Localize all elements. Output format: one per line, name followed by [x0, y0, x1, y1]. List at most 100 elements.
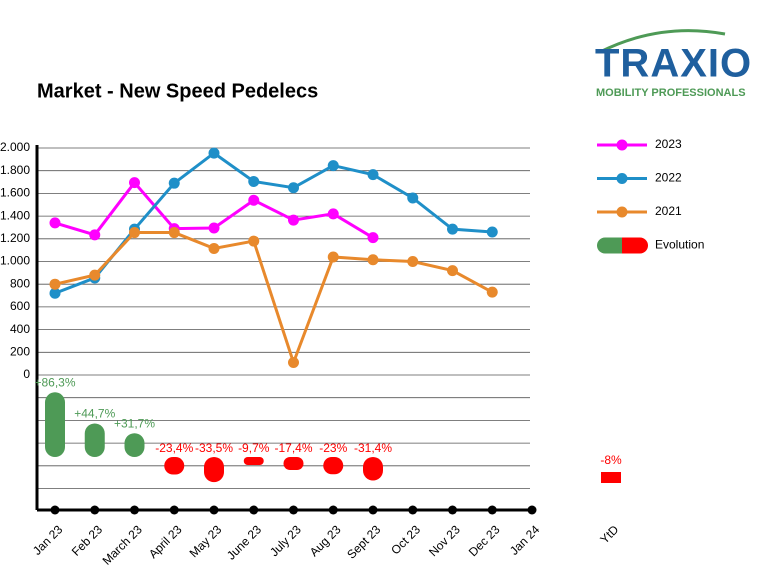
y-tick-label: 1.400 [0, 208, 30, 222]
x-tick-dot [130, 505, 139, 515]
evolution-label: -23% [319, 441, 347, 455]
evolution-bar [323, 457, 344, 475]
x-tick-label: Oct 23 [388, 522, 423, 557]
x-tick-dot [90, 505, 100, 515]
x-tick-label: March 23 [100, 522, 146, 568]
x-tick-dot [289, 505, 298, 515]
chart-title: Market - New Speed Pedelecs [37, 80, 318, 102]
legend-evolution-red-join [622, 237, 632, 254]
series-point [288, 214, 299, 226]
series-point [447, 223, 458, 235]
x-tick-dot [249, 505, 259, 515]
evolution-label: -31,4% [354, 441, 392, 455]
evolution-label: -9,7% [238, 441, 270, 455]
series-point [486, 286, 498, 298]
series-point [367, 254, 379, 266]
series-point [49, 217, 61, 229]
evolution-bar [124, 433, 145, 457]
x-tick-label: Jan 23 [30, 522, 66, 558]
y-tick-label: 1.800 [0, 163, 30, 177]
series-point [208, 222, 220, 234]
series-point [89, 229, 101, 241]
x-tick-label: June 23 [224, 522, 264, 562]
series-point [367, 232, 379, 244]
evolution-label: +86,3% [34, 375, 75, 389]
series-point [407, 192, 419, 204]
series-point [49, 278, 61, 290]
series-line [54, 231, 493, 368]
y-tick-label: 800 [10, 276, 30, 290]
y-tick-label: 400 [10, 322, 30, 336]
legend-marker [616, 139, 628, 151]
y-tick-label: 1.200 [0, 231, 30, 245]
x-tick-dot [328, 505, 338, 515]
y-tick-label: 2.000 [0, 140, 30, 154]
series-point [327, 251, 339, 263]
evolution-bar [243, 457, 264, 465]
series-point [168, 227, 180, 239]
x-tick-label: Aug 23 [307, 522, 344, 559]
series-point [327, 160, 339, 172]
x-tick-label: Sept 23 [344, 522, 383, 561]
series-point [129, 177, 140, 189]
evolution-label: +31,7% [114, 416, 155, 430]
series-point [407, 256, 419, 267]
legend-marker [616, 206, 628, 218]
ytd-value-label: -8% [600, 453, 622, 467]
x-tick-label: Jan 24 [507, 522, 543, 558]
x-tick-dot [50, 505, 60, 515]
y-tick-label: 200 [10, 344, 30, 358]
series-point [486, 226, 498, 238]
x-tick-dot [169, 505, 179, 515]
series-line [54, 151, 493, 295]
evolution-bar [84, 423, 105, 457]
series-point [208, 242, 220, 254]
evolution-bar [204, 457, 224, 483]
legend-label: 2021 [655, 204, 682, 218]
evolution-bar [283, 457, 304, 471]
series-point [168, 177, 180, 189]
x-tick-label: Nov 23 [426, 522, 463, 559]
series-point [89, 269, 101, 281]
evolution-label: -33,5% [195, 441, 233, 455]
evolution-bar [45, 392, 65, 457]
evolution-label: -23,4% [155, 441, 193, 455]
x-tick-dot [487, 505, 497, 515]
y-tick-label: 1.000 [0, 254, 30, 268]
x-tick-dot [209, 505, 219, 515]
series-point [367, 169, 379, 181]
evolution-label: +44,7% [74, 407, 115, 421]
logo-name: TRAXIO [595, 42, 752, 86]
series-point [248, 175, 260, 187]
y-tick-label: 1.600 [0, 186, 30, 200]
evolution-bar [164, 457, 185, 475]
logo-swoosh [599, 29, 726, 54]
series-point [288, 182, 299, 194]
evolution-label: -17,4% [274, 441, 312, 455]
series-point [49, 287, 61, 299]
x-tick-label: May 23 [187, 522, 225, 560]
x-tick-label: April 23 [146, 522, 185, 561]
series-point [129, 227, 140, 239]
series-point [327, 208, 339, 220]
legend-label: Evolution [655, 238, 704, 252]
ytd-label: YtD [597, 522, 621, 546]
series-point [208, 147, 220, 159]
x-tick-dot [448, 505, 457, 515]
x-tick-dot [408, 505, 418, 515]
y-tick-label: 600 [10, 299, 30, 313]
logo-tagline: MOBILITY PROFESSIONALS [596, 87, 746, 99]
ytd-bar [601, 472, 621, 483]
legend-marker [616, 173, 628, 184]
series-point [248, 194, 260, 206]
x-tick-dot [368, 505, 378, 515]
x-tick-label: Feb 23 [69, 522, 106, 559]
x-tick-label: July 23 [267, 522, 304, 559]
x-tick-dot [527, 505, 537, 515]
series-point [447, 265, 458, 277]
legend-label: 2023 [655, 137, 682, 151]
y-tick-label: 0 [23, 367, 30, 381]
x-tick-label: Dec 23 [466, 522, 503, 559]
series-point [248, 235, 260, 247]
